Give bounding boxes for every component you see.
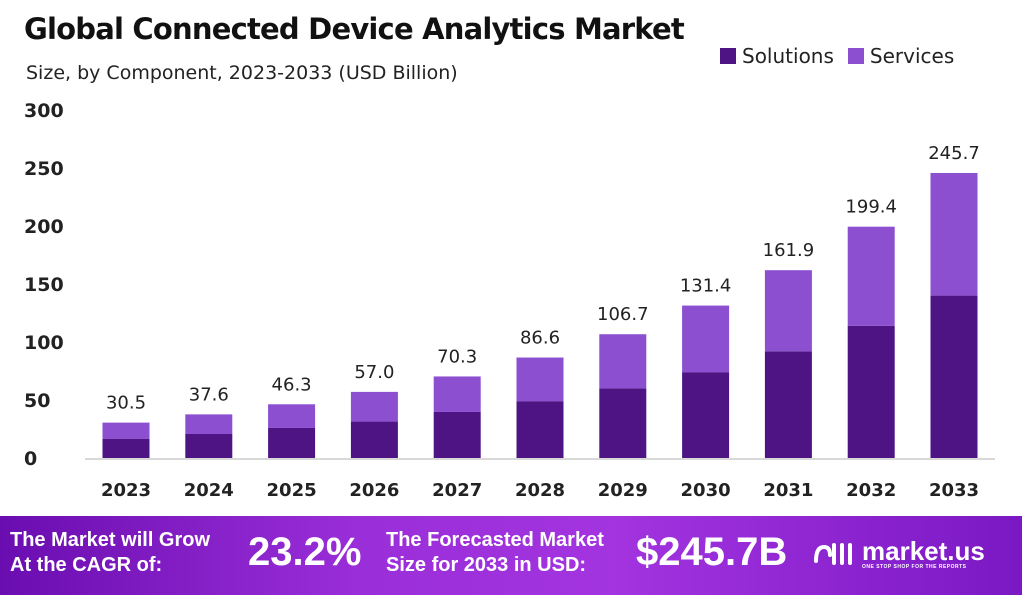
cagr-label: The Market will Grow At the CAGR of: <box>10 528 210 578</box>
bar-solutions-2027 <box>433 411 481 458</box>
legend: Solutions Services <box>720 44 954 68</box>
bar-solutions-2024 <box>185 433 233 458</box>
bar-services-2024 <box>185 414 233 434</box>
cagr-value: 23.2% <box>248 530 362 574</box>
x-tick-label: 2032 <box>846 480 896 501</box>
x-tick-label: 2025 <box>267 480 317 501</box>
logo-icon <box>814 543 852 565</box>
data-label: 37.6 <box>189 384 229 405</box>
data-label: 199.4 <box>845 197 897 218</box>
y-tick-label: 50 <box>24 390 50 412</box>
bar-services-2033 <box>930 172 978 296</box>
legend-label: Services <box>869 44 955 68</box>
data-label: 106.7 <box>597 304 649 325</box>
chart-title: Global Connected Device Analytics Market <box>24 12 685 46</box>
y-tick-label: 200 <box>24 216 64 238</box>
market-us-logo: market.us ONE STOP SHOP FOR THE REPORTS <box>812 538 985 570</box>
bar-solutions-2033 <box>930 295 978 458</box>
x-tick-label: 2029 <box>598 480 648 501</box>
bar-solutions-2023 <box>102 438 150 458</box>
x-tick-label: 2023 <box>101 480 151 501</box>
bar-services-2031 <box>764 270 812 352</box>
forecast-value: $245.7B <box>636 530 788 574</box>
bar-services-2025 <box>268 404 316 428</box>
chart-subtitle: Size, by Component, 2023-2033 (USD Billi… <box>26 62 458 84</box>
legend-item-solutions: Solutions <box>720 44 834 68</box>
bar-solutions-2032 <box>847 325 895 458</box>
x-tick-label: 2031 <box>763 480 813 501</box>
data-label: 86.6 <box>520 328 560 349</box>
x-tick-label: 2027 <box>432 480 482 501</box>
cagr-label-line1: The Market will Grow <box>10 529 211 551</box>
bar-services-2032 <box>847 226 895 326</box>
x-tick-label: 2028 <box>515 480 565 501</box>
legend-swatch <box>720 48 736 64</box>
x-tick-label: 2024 <box>184 480 234 501</box>
data-label: 70.3 <box>437 346 477 367</box>
legend-label: Solutions <box>742 44 834 68</box>
bar-services-2026 <box>350 391 398 422</box>
bar-solutions-2029 <box>599 388 647 458</box>
x-tick-label: 2030 <box>681 480 731 501</box>
y-tick-label: 300 <box>24 100 64 122</box>
logo-text: market.us <box>862 536 985 566</box>
forecast-label-line1: The Forecasted Market <box>386 529 604 551</box>
data-label: 30.5 <box>106 393 146 414</box>
legend-item-services: Services <box>847 44 955 68</box>
y-tick-label: 150 <box>24 274 64 296</box>
logo-tagline: ONE STOP SHOP FOR THE REPORTS <box>862 564 967 570</box>
bar-services-2027 <box>433 376 481 412</box>
data-label: 161.9 <box>763 240 815 261</box>
footer-banner: The Market will Grow At the CAGR of: 23.2… <box>0 516 1022 595</box>
bar-solutions-2028 <box>516 401 564 458</box>
data-label: 245.7 <box>928 143 980 164</box>
data-label: 57.0 <box>354 362 394 383</box>
bar-services-2029 <box>599 334 647 389</box>
bar-solutions-2026 <box>350 421 398 458</box>
forecast-label: The Forecasted Market Size for 2033 in US… <box>386 528 604 578</box>
bar-solutions-2025 <box>268 427 316 458</box>
x-tick-label: 2026 <box>349 480 399 501</box>
bar-services-2030 <box>682 305 730 373</box>
y-tick-label: 100 <box>24 332 64 354</box>
bar-solutions-2031 <box>764 351 812 458</box>
y-tick-label: 0 <box>24 448 37 470</box>
cagr-label-line2: At the CAGR of: <box>10 554 163 576</box>
forecast-label-line2: Size for 2033 in USD: <box>386 554 587 576</box>
bar-chart: 0 50 100 150 200 250 300 30.5 2023 37.6 2024 46.3 20… <box>24 100 995 501</box>
y-tick-label: 250 <box>24 158 64 180</box>
bar-services-2028 <box>516 357 564 402</box>
data-label: 131.4 <box>680 276 732 297</box>
bar-services-2023 <box>102 422 150 439</box>
bar-solutions-2030 <box>682 372 730 458</box>
legend-swatch <box>847 48 864 64</box>
data-label: 46.3 <box>272 374 312 395</box>
x-tick-label: 2033 <box>929 480 979 501</box>
